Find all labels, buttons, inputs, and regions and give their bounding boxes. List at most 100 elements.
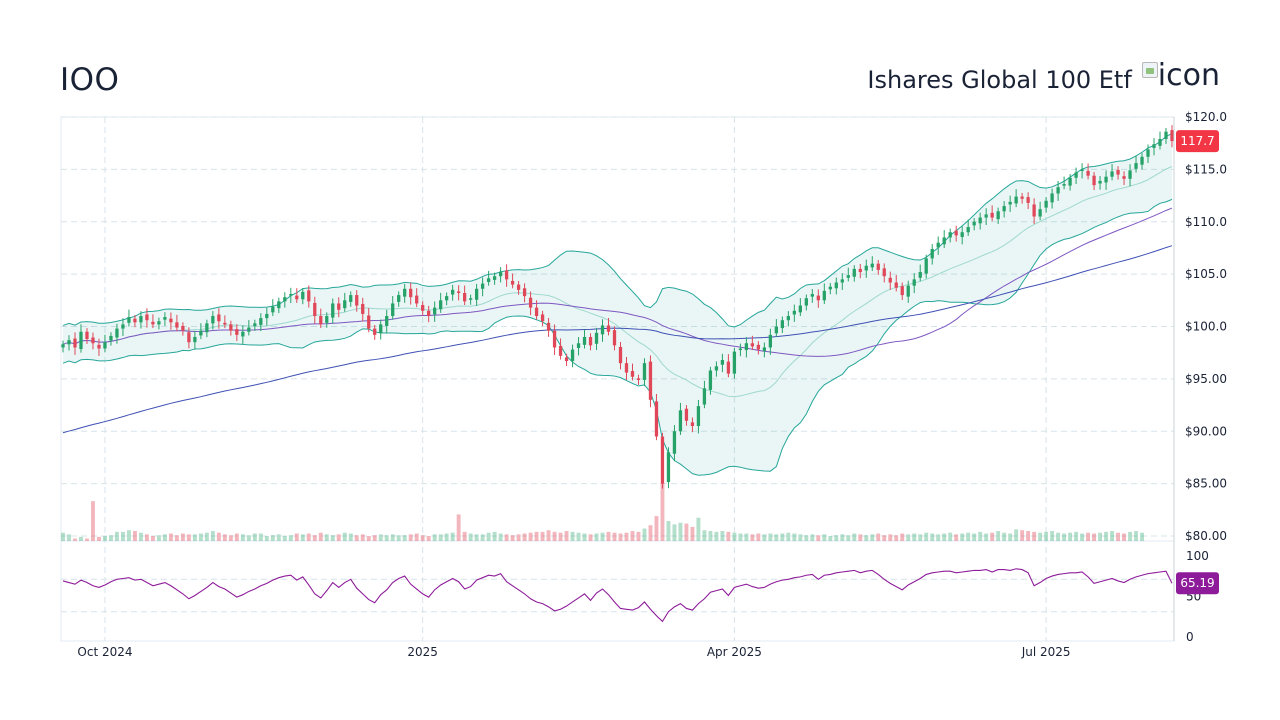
volume-bar xyxy=(109,535,113,541)
volume-bar xyxy=(240,534,245,541)
volume-bar xyxy=(396,535,401,541)
candle-body xyxy=(636,378,641,380)
volume-bar xyxy=(966,532,971,541)
candle-body xyxy=(1008,201,1012,205)
candle-body xyxy=(109,335,113,341)
volume-bar xyxy=(480,534,485,541)
volume-bar xyxy=(870,534,875,541)
volume-bar xyxy=(378,534,383,541)
volume-bar xyxy=(1086,532,1091,541)
fund-logo: icon xyxy=(1141,61,1220,91)
volume-bar xyxy=(61,532,65,541)
candle-body xyxy=(397,295,401,302)
candle-body xyxy=(199,330,203,336)
y-tick-label: $95.00 xyxy=(1185,372,1227,386)
volume-bar xyxy=(690,526,695,541)
candle-body xyxy=(924,258,928,274)
volume-bar xyxy=(1074,531,1079,541)
volume-bar xyxy=(660,482,665,541)
candle-body xyxy=(720,360,725,365)
volume-bar xyxy=(174,535,179,541)
candle-body xyxy=(295,295,299,300)
candle-body xyxy=(744,343,749,351)
y-tick-label: $110.0 xyxy=(1185,215,1227,229)
volume-bar xyxy=(97,536,101,541)
volume-bar xyxy=(864,535,869,541)
volume-bar xyxy=(738,533,743,541)
volume-bar xyxy=(762,534,767,541)
rsi-value-badge xyxy=(1176,572,1219,595)
candle-body xyxy=(271,306,275,313)
candle-body xyxy=(510,280,515,285)
candle-body xyxy=(1092,175,1096,186)
candle-body xyxy=(1074,172,1078,178)
candle-body xyxy=(630,371,635,377)
candle-body xyxy=(954,230,958,236)
broken-image-icon xyxy=(1141,62,1158,78)
candle-body xyxy=(462,292,467,302)
rsi-tick-label: 0 xyxy=(1186,630,1194,644)
volume-bar xyxy=(282,536,287,541)
rsi-panel xyxy=(62,568,1173,623)
volume-bar xyxy=(204,532,209,541)
candle-body xyxy=(696,406,701,427)
volume-bar xyxy=(126,530,131,541)
candle-body xyxy=(415,295,419,304)
candle-body xyxy=(516,284,521,290)
candle-body xyxy=(660,436,665,484)
volume-bar xyxy=(156,535,161,541)
volume-bar xyxy=(270,535,275,541)
volume-bar xyxy=(780,533,785,541)
candle-body xyxy=(492,276,497,280)
volume-bar xyxy=(138,532,143,541)
candle-body xyxy=(391,303,395,317)
volume-bar xyxy=(498,533,503,541)
volume-bar xyxy=(750,534,755,541)
volume-bar xyxy=(210,531,215,541)
candle-body xyxy=(145,314,149,321)
candle-body xyxy=(157,321,161,325)
volume-bar xyxy=(696,517,701,541)
candle-body xyxy=(367,315,371,329)
volume-bar xyxy=(432,534,437,541)
candle-body xyxy=(918,272,922,278)
volume-bar xyxy=(990,532,995,541)
volume-bar xyxy=(474,534,479,541)
volume-bar xyxy=(822,534,827,541)
candle-body xyxy=(451,289,455,295)
candle-body xyxy=(654,401,659,437)
volume-bar xyxy=(456,514,461,541)
candle-body xyxy=(289,294,293,296)
candle-body xyxy=(732,351,737,374)
candle-body xyxy=(361,303,365,314)
candle-body xyxy=(1164,131,1168,139)
bollinger-lower-line xyxy=(62,198,1173,476)
volume-bar xyxy=(198,533,203,541)
candle-body xyxy=(1104,176,1108,183)
volume-bar xyxy=(420,535,425,541)
candle-body xyxy=(217,314,221,322)
volume-bar xyxy=(1032,531,1037,541)
candle-body xyxy=(864,265,868,271)
candle-body xyxy=(1128,170,1132,179)
candle-body xyxy=(684,408,689,421)
volume-bar xyxy=(720,531,725,541)
candle-body xyxy=(870,263,874,268)
x-tick-label: Apr 2025 xyxy=(707,645,762,659)
volume-bar xyxy=(228,535,233,541)
candle-body xyxy=(1116,169,1120,175)
candle-body xyxy=(480,283,485,289)
volume-bar xyxy=(558,532,563,541)
volume-bar xyxy=(192,534,197,541)
volume-bar xyxy=(294,533,299,541)
volume-bar xyxy=(414,533,419,541)
candle-body xyxy=(618,346,623,364)
volume-bar xyxy=(216,532,221,541)
volume-bar xyxy=(300,534,305,541)
volume-bar xyxy=(858,534,863,541)
candle-body xyxy=(313,302,317,317)
chart-axes: $120.0 $115.0 $110.0 $105.0 $100.0 $95.00 $90.… xyxy=(77,110,1227,659)
volume-bar xyxy=(654,516,659,541)
volume-bar xyxy=(354,535,359,541)
